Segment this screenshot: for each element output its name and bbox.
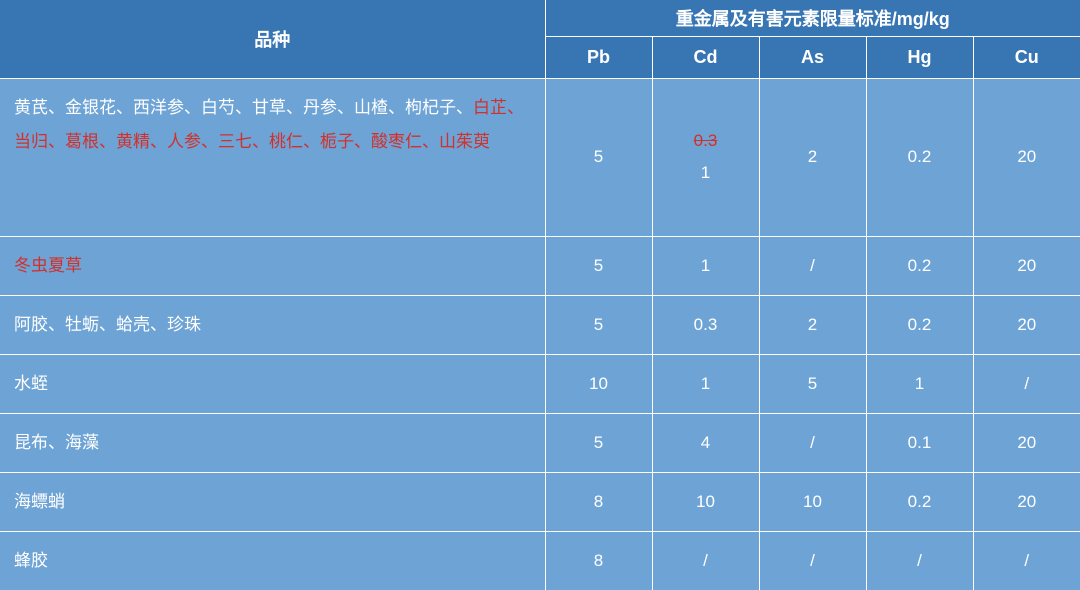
- hg-cell: 0.1: [866, 413, 973, 472]
- hg-cell: 0.2: [866, 236, 973, 295]
- table-row: 海螵蛸810100.220: [0, 472, 1080, 531]
- variety-cell: 海螵蛸: [0, 472, 545, 531]
- pb-cell: 10: [545, 354, 652, 413]
- cu-cell: /: [973, 354, 1080, 413]
- as-cell: /: [759, 413, 866, 472]
- table-row: 冬虫夏草 51/0.220: [0, 236, 1080, 295]
- pb-cell: 8: [545, 531, 652, 590]
- variety-cell: 冬虫夏草: [0, 236, 545, 295]
- variety-text: 昆布、海藻: [14, 433, 99, 452]
- hg-cell: 0.2: [866, 78, 973, 236]
- header-as: As: [759, 36, 866, 78]
- table-row: 黄芪、金银花、西洋参、白芍、甘草、丹参、山楂、枸杞子、白芷、当归、葛根、黄精、人…: [0, 78, 1080, 236]
- cd-cell: /: [652, 531, 759, 590]
- variety-cell: 阿胶、牡蛎、蛤壳、珍珠: [0, 295, 545, 354]
- variety-text: 水蛭: [14, 374, 48, 393]
- header-cu: Cu: [973, 36, 1080, 78]
- table-body: 黄芪、金银花、西洋参、白芍、甘草、丹参、山楂、枸杞子、白芷、当归、葛根、黄精、人…: [0, 78, 1080, 590]
- table-row: 阿胶、牡蛎、蛤壳、珍珠 50.320.220: [0, 295, 1080, 354]
- variety-text: 海螵蛸: [14, 492, 65, 511]
- table-row: 蜂胶8////: [0, 531, 1080, 590]
- table-row: 水蛭10151/: [0, 354, 1080, 413]
- cd-cell: 10: [652, 472, 759, 531]
- variety-text: 蜂胶: [14, 551, 48, 570]
- cd-cell: 1: [652, 354, 759, 413]
- as-cell: /: [759, 531, 866, 590]
- variety-text: 黄芪、金银花、西洋参、白芍、甘草、丹参、山楂、枸杞子、: [14, 98, 473, 117]
- cu-cell: /: [973, 531, 1080, 590]
- pb-cell: 5: [545, 78, 652, 236]
- cu-cell: 20: [973, 413, 1080, 472]
- cu-cell: 20: [973, 236, 1080, 295]
- as-cell: 5: [759, 354, 866, 413]
- pb-cell: 5: [545, 295, 652, 354]
- variety-cell: 蜂胶: [0, 531, 545, 590]
- hg-cell: 0.2: [866, 295, 973, 354]
- hg-cell: 0.2: [866, 472, 973, 531]
- pb-cell: 5: [545, 236, 652, 295]
- header-pb: Pb: [545, 36, 652, 78]
- header-metals-group: 重金属及有害元素限量标准/mg/kg: [545, 0, 1080, 36]
- cu-cell: 20: [973, 295, 1080, 354]
- cd-new-value: 1: [653, 157, 759, 189]
- cu-cell: 20: [973, 472, 1080, 531]
- cd-cell: 0.3: [652, 295, 759, 354]
- cd-cell: 1: [652, 236, 759, 295]
- hg-cell: 1: [866, 354, 973, 413]
- header-variety: 品种: [0, 0, 545, 78]
- cd-cell: 4: [652, 413, 759, 472]
- cd-cell: 0.31: [652, 78, 759, 236]
- as-cell: /: [759, 236, 866, 295]
- cd-old-value: 0.3: [653, 125, 759, 157]
- as-cell: 10: [759, 472, 866, 531]
- variety-cell: 昆布、海藻: [0, 413, 545, 472]
- as-cell: 2: [759, 78, 866, 236]
- pb-cell: 5: [545, 413, 652, 472]
- hg-cell: /: [866, 531, 973, 590]
- limits-table: 品种 重金属及有害元素限量标准/mg/kg Pb Cd As Hg Cu 黄芪、…: [0, 0, 1080, 590]
- variety-cell: 水蛭: [0, 354, 545, 413]
- pb-cell: 8: [545, 472, 652, 531]
- as-cell: 2: [759, 295, 866, 354]
- header-cd: Cd: [652, 36, 759, 78]
- header-hg: Hg: [866, 36, 973, 78]
- variety-cell: 黄芪、金银花、西洋参、白芍、甘草、丹参、山楂、枸杞子、白芷、当归、葛根、黄精、人…: [0, 78, 545, 236]
- variety-highlight-text: 冬虫夏草: [14, 256, 82, 275]
- cu-cell: 20: [973, 78, 1080, 236]
- variety-text: 阿胶、牡蛎、蛤壳、珍珠: [14, 315, 201, 334]
- table-row: 昆布、海藻 54/0.120: [0, 413, 1080, 472]
